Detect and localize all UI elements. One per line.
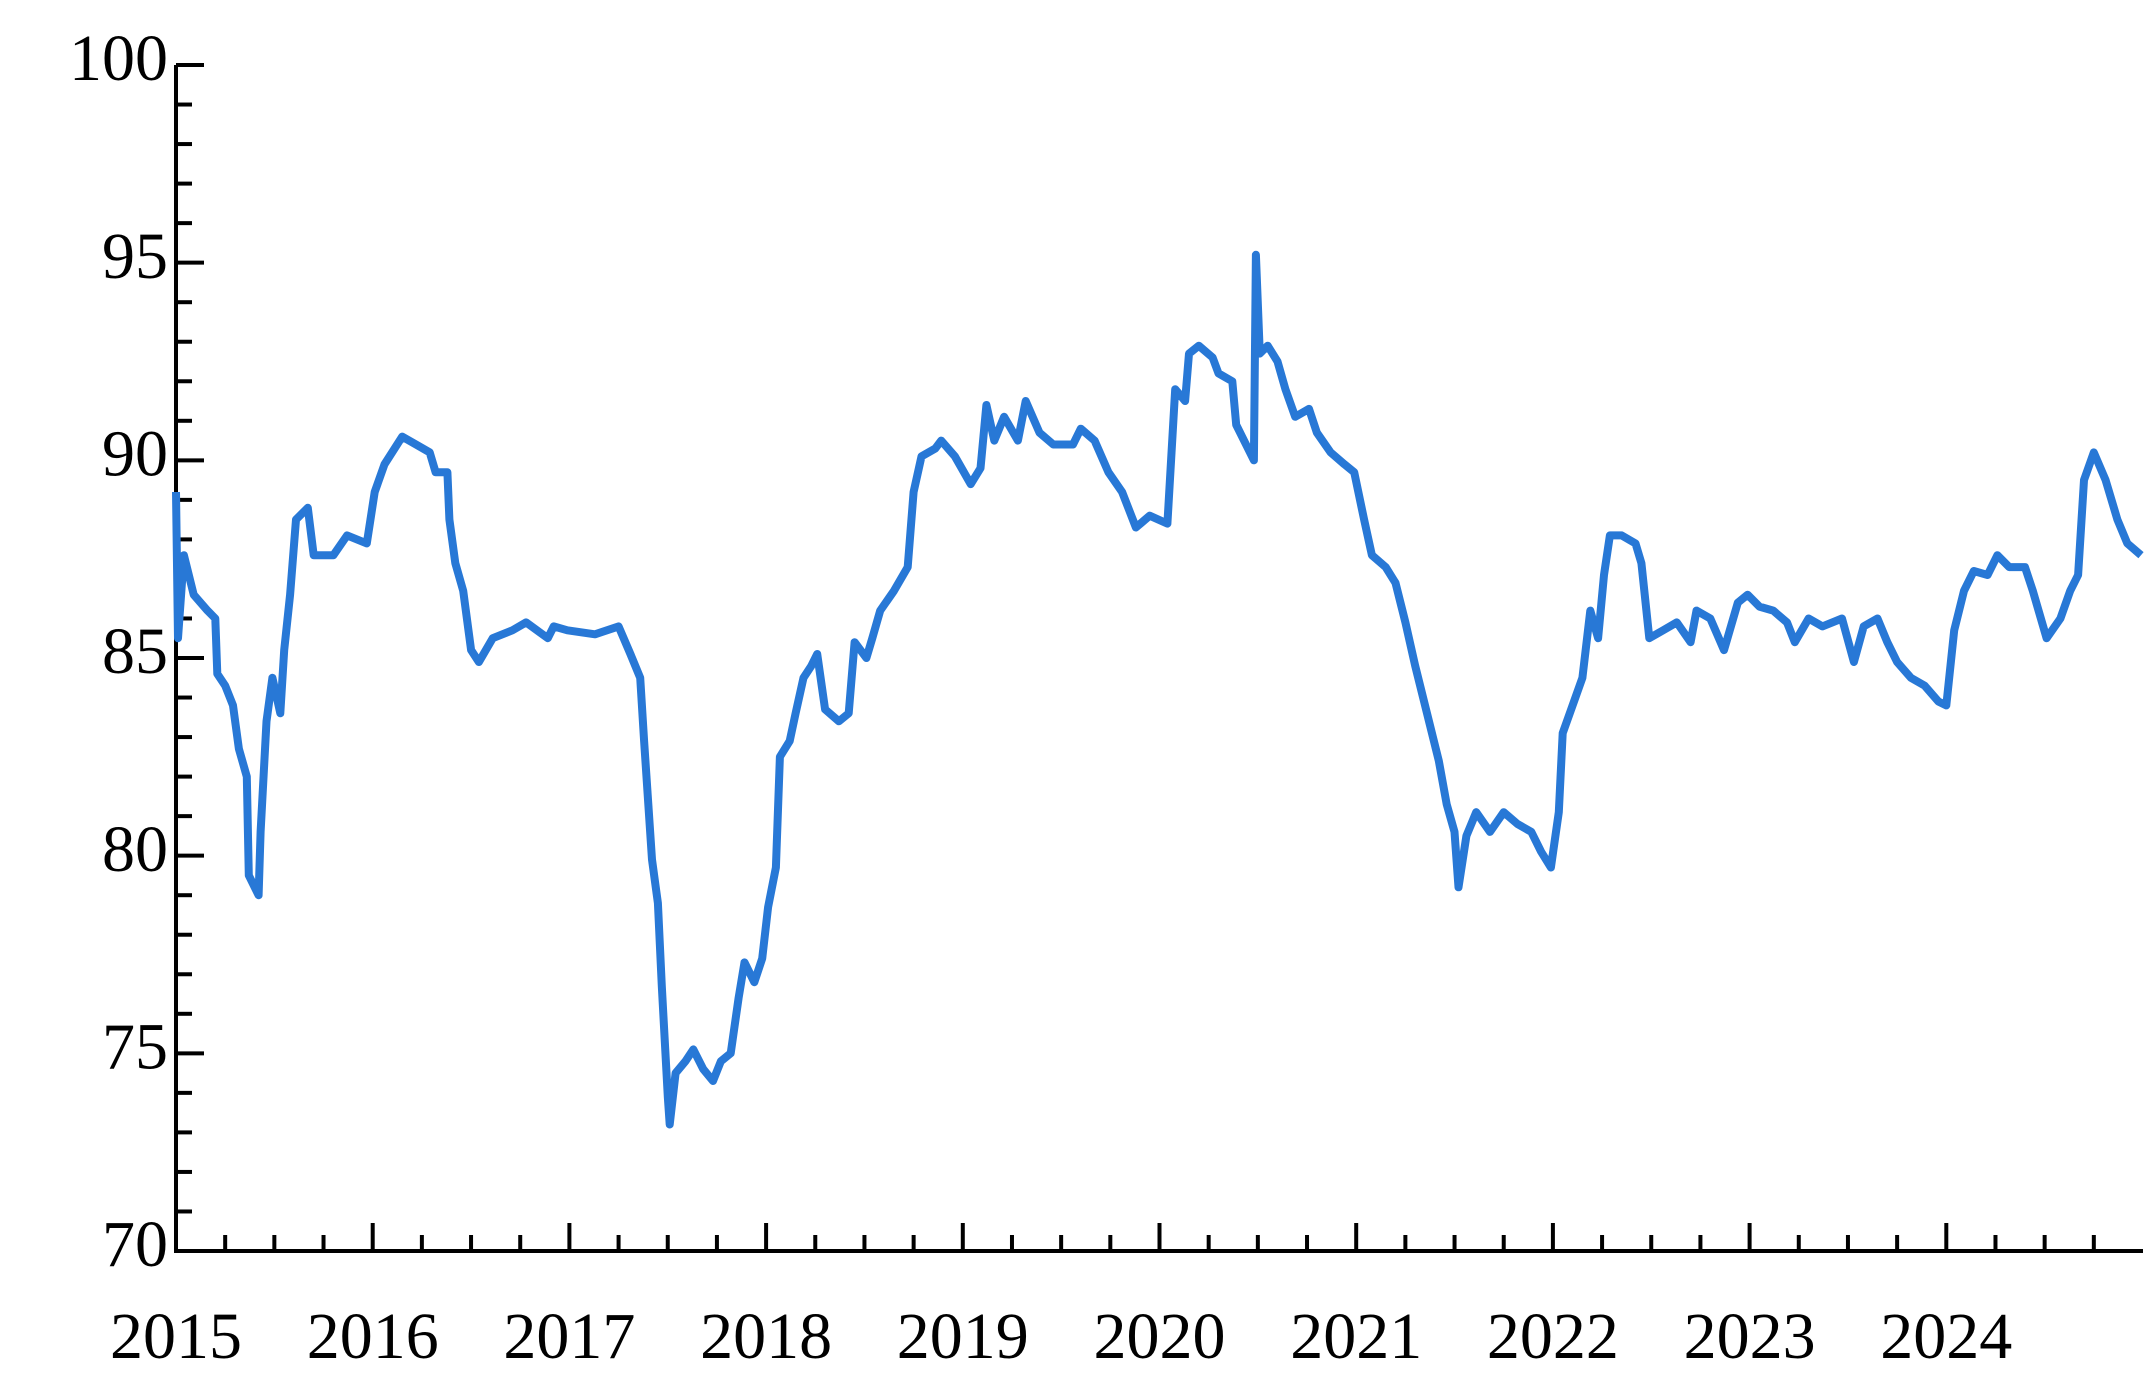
x-tick-label: 2024 (1880, 1300, 2012, 1373)
x-tick-label: 2023 (1684, 1300, 1816, 1373)
y-tick-label: 95 (102, 220, 168, 293)
y-tick-label: 70 (102, 1208, 168, 1281)
x-tick-label: 2020 (1094, 1300, 1226, 1373)
x-tick-label: 2018 (700, 1300, 832, 1373)
x-tick-label: 2019 (897, 1300, 1029, 1373)
x-tick-label: 2015 (110, 1300, 242, 1373)
x-tick-label: 2017 (503, 1300, 635, 1373)
data-line (172, 250, 2144, 1129)
y-tick-label: 85 (102, 615, 168, 688)
x-tick-label: 2021 (1290, 1300, 1422, 1373)
x-tick-label: 2022 (1487, 1300, 1619, 1373)
x-tick-label: 2016 (307, 1300, 439, 1373)
y-tick-label: 80 (102, 813, 168, 886)
y-tick-label: 75 (102, 1010, 168, 1083)
y-tick-label: 90 (102, 417, 168, 490)
y-tick-label: 100 (69, 22, 168, 95)
